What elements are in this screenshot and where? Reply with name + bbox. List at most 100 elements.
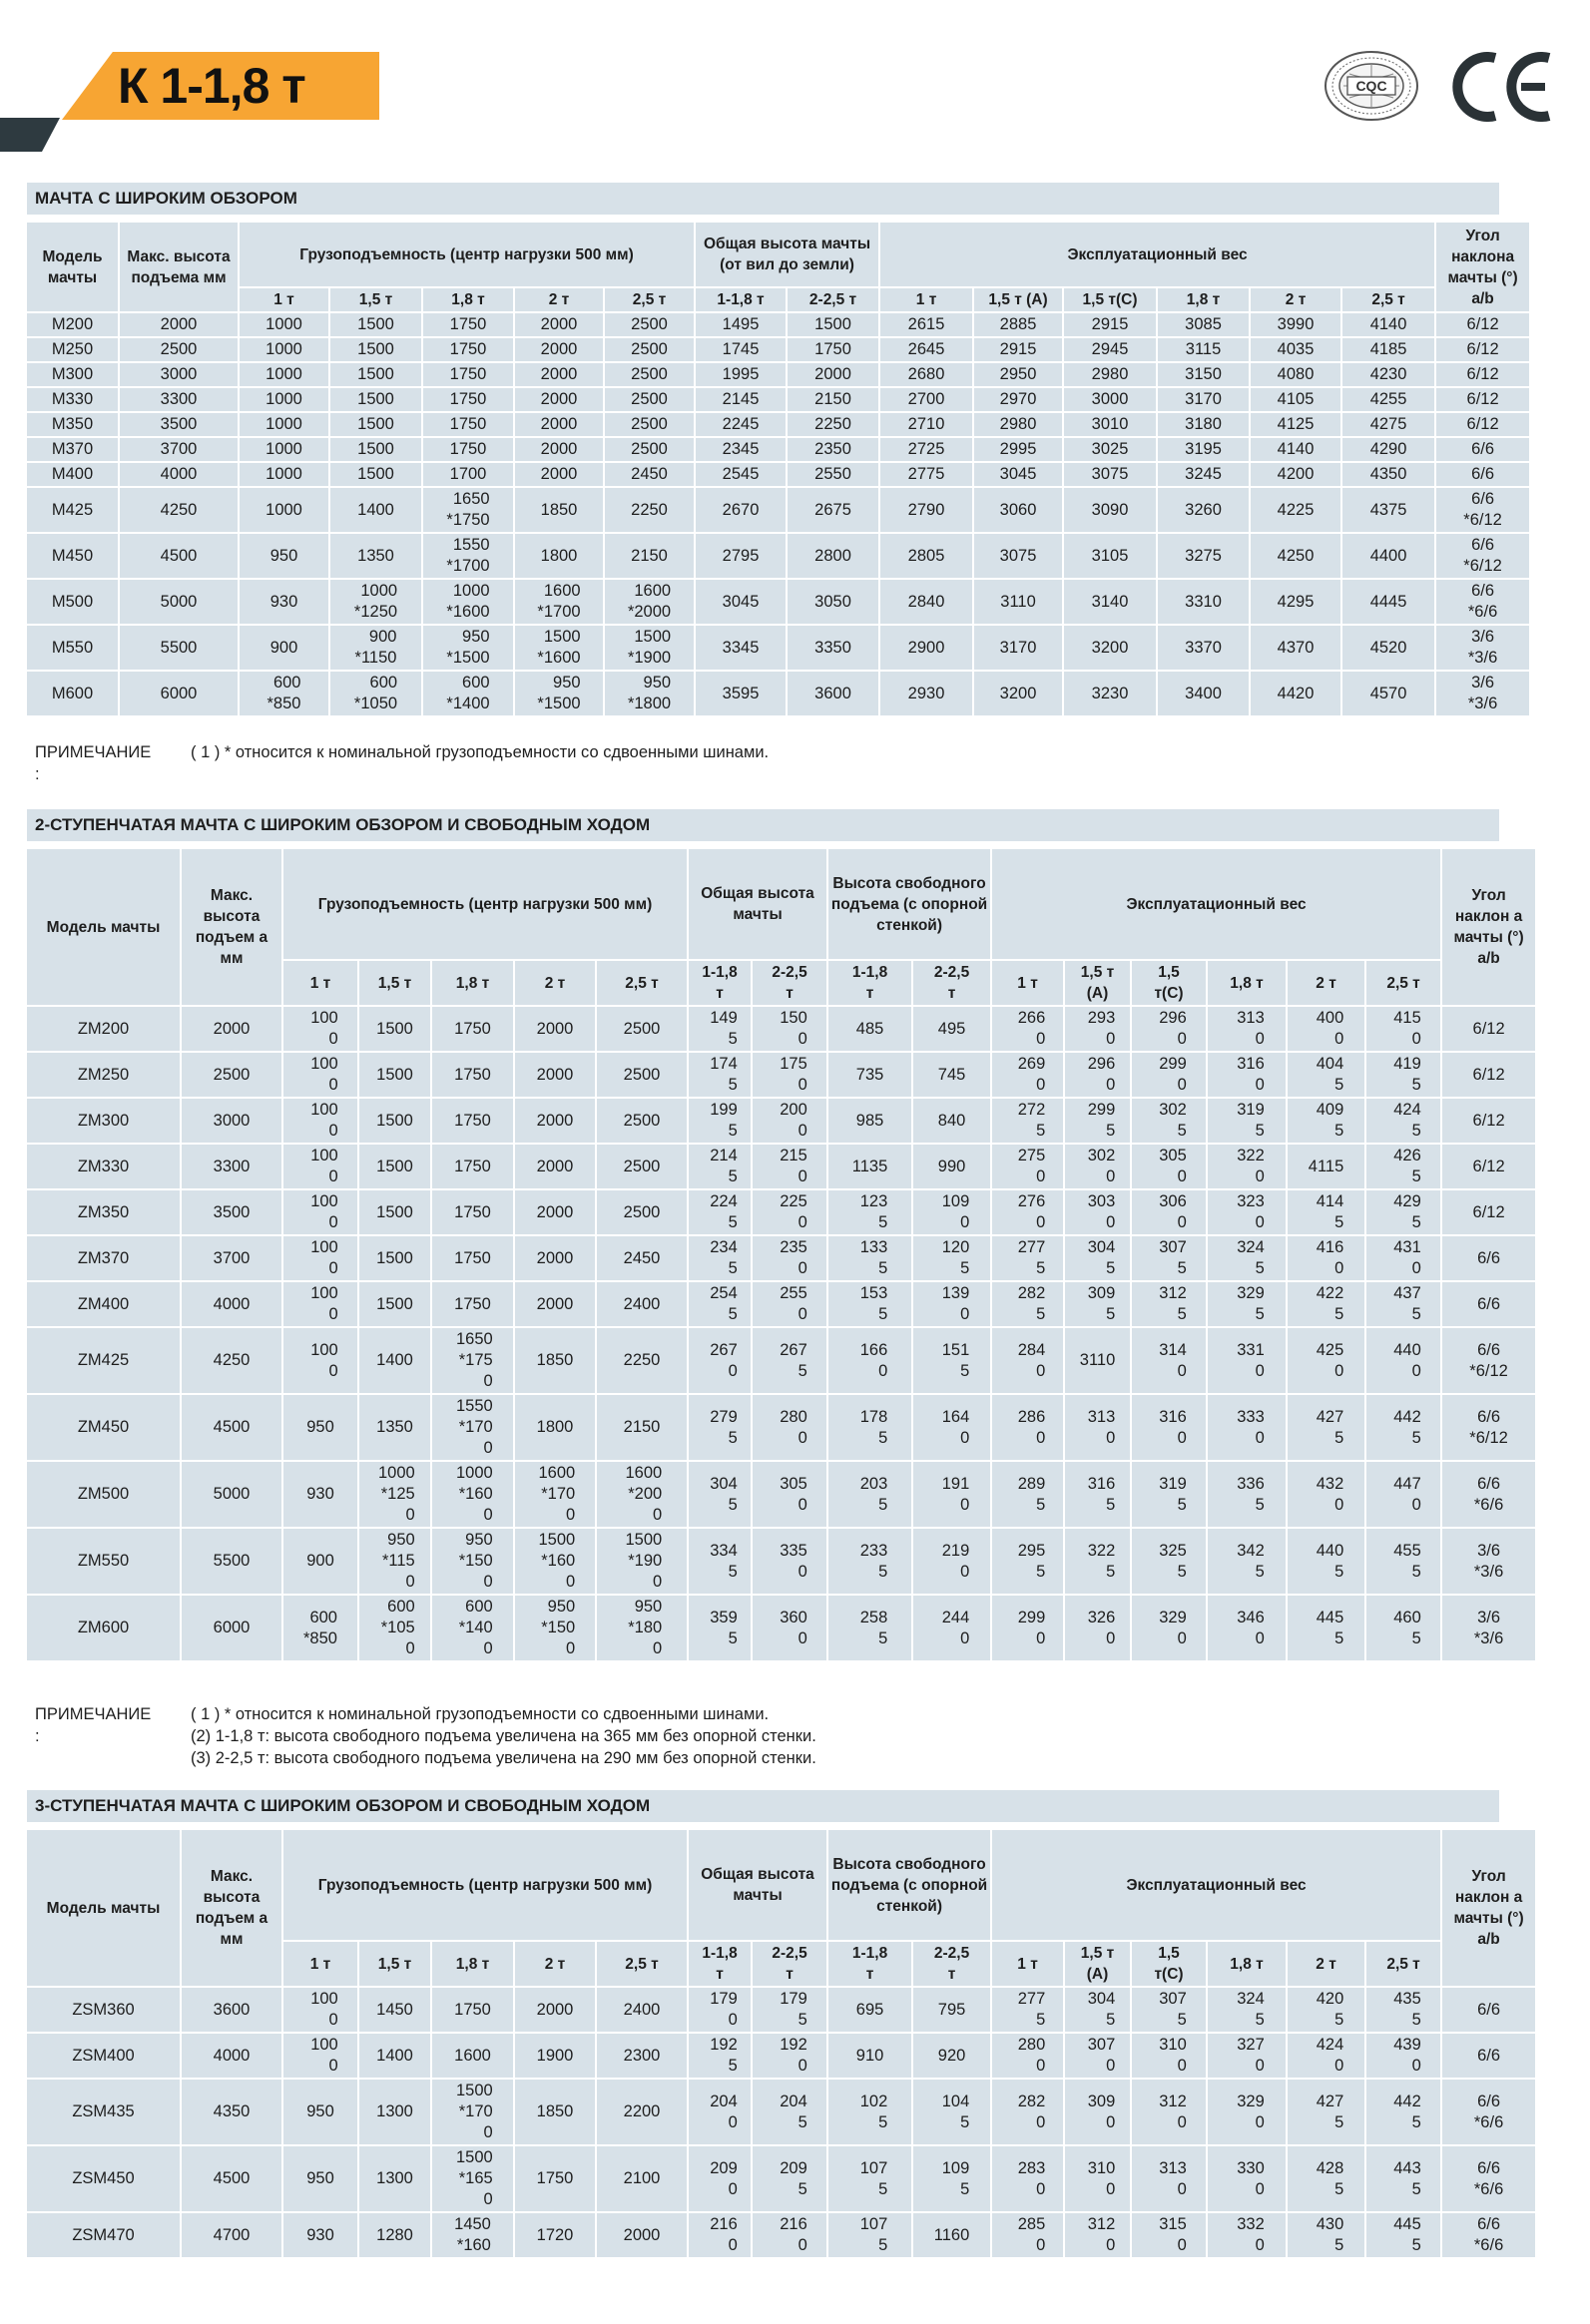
subheader-height-label: 1-1,8 т [702,1945,738,1983]
model-value: ZM425 [77,1351,130,1369]
weight-1t-value: 2820 [1017,2092,1046,2131]
subheader-capacity-label: 1,8 т [451,291,485,308]
weight-1-5t-a-value: 3030 [1087,1192,1116,1231]
cell-capacity-2-5t: 2500 [605,388,695,411]
capacity-1-5t-value: 950 *1150 [381,1531,415,1591]
cell-weight-1-5t-a: 2980 [974,413,1063,436]
overall-height-2-2-5t-value: 3600 [780,1608,807,1647]
cell-model: ZSM450 [27,2146,180,2211]
cell-free-lift-1-1-8t: 985 [828,1099,912,1143]
cell-capacity-1-8t: 1750 [432,1236,513,1280]
cell-capacity-1-5t: 1450 [359,1988,430,2032]
cell-overall-height-1-1-8t: 1495 [696,313,787,336]
cell-weight-2-5t: 4570 [1342,672,1435,715]
cell-model: M350 [27,413,118,436]
cell-model: M450 [27,534,118,578]
weight-1-8t-value: 3320 [1237,2215,1265,2254]
cell-capacity-2-5t: 2100 [597,2146,688,2211]
cell-weight-1t: 2700 [880,388,973,411]
cell-capacity-2-5t: 2500 [597,1053,688,1097]
note-colon: : [35,1727,40,1745]
cell-capacity-1t: 1000 [283,1099,357,1143]
cell-overall-height-1-1-8t: 2795 [696,534,787,578]
overall-height-2-2-5t-value: 2800 [780,1407,807,1447]
weight-1-8t-value: 3310 [1185,592,1222,611]
table-row: M350 3500 1000 1500 1750 2000 2500 2245 2250 2710… [27,413,1530,436]
weight-1-5t-c-value: 2915 [1091,315,1129,333]
tilt-angle-value: 6/12 [1466,415,1499,433]
cell-free-lift-2-2-5t: 495 [913,1007,991,1051]
note-label: ПРИМЕЧАНИЕ [35,1705,152,1723]
cell-weight-2t: 3990 [1251,313,1341,336]
title-banner [62,52,379,120]
weight-1-5t-a-value: 3120 [1087,2215,1116,2254]
weight-1-8t-value: 3170 [1185,390,1222,408]
cell-free-lift-1-1-8t: 1075 [828,2146,912,2211]
cell-capacity-1-5t: 1000 *1250 [330,580,421,624]
subheader-height-label: 1-1,8 т [702,964,738,1002]
overall-height-1-1-8t-value: 1495 [710,1009,738,1048]
tilt-angle-value: 3/6 *3/6 [1473,1541,1504,1581]
weight-2t-value: 4205 [1316,1990,1344,2029]
table-row: M400 4000 1000 1500 1700 2000 2450 2545 2550 2775… [27,463,1530,486]
tilt-angle-value: 6/6 *6/6 [1467,582,1498,621]
weight-2-5t-value: 4605 [1393,1608,1421,1647]
column-header-tilt-angle: Угол наклона мачты (°) a/b [1436,223,1530,311]
cell-max-lift-height: 5500 [182,1529,281,1594]
section-title-3-stage-mast: 3-СТУПЕНЧАТАЯ МАЧТА С ШИРОКИМ ОБЗОРОМ И … [27,1790,1499,1822]
tilt-angle-value: 6/6 *6/12 [1463,490,1502,529]
cell-overall-height-2-2-5t: 3350 [788,626,879,670]
cell-weight-2-5t: 4230 [1342,363,1435,386]
overall-height-1-1-8t-value: 1745 [710,1055,738,1094]
cell-capacity-1-8t: 1750 [423,438,513,461]
cell-capacity-1t: 900 [240,626,328,670]
free-lift-2-2-5t-value: 920 [937,2046,966,2065]
subheader-weight-label: 1,8 т [1186,291,1221,308]
weight-1-5t-c-value: 3130 [1159,2158,1187,2198]
cell-weight-1t: 2955 [992,1529,1064,1594]
subheader-weight: 1 т [880,288,973,311]
capacity-1-5t-value: 1400 [357,500,394,519]
weight-2-5t-value: 4185 [1369,340,1407,358]
capacity-1-8t-value: 600 *1400 [446,674,490,712]
cell-max-lift-height: 4700 [182,2213,281,2257]
subheader-height: 2-2,5 т [788,288,879,311]
capacity-2t-value: 1850 [536,2102,574,2120]
cell-capacity-1-5t: 1500 [359,1236,430,1280]
free-lift-2-2-5t-value: 840 [937,1111,966,1130]
cell-capacity-1-8t: 950 *1500 [432,1529,513,1594]
weight-2t-value: 4250 [1277,546,1315,565]
capacity-1-8t-value: 1750 [454,1065,491,1084]
cell-weight-2t: 4285 [1288,2146,1365,2211]
weight-2-5t-value: 4445 [1369,592,1407,611]
capacity-2-5t-value: 2500 [631,390,668,408]
weight-1-8t-value: 3310 [1237,1340,1265,1380]
cell-capacity-2-5t: 2000 [597,2213,688,2257]
cell-weight-1-8t: 3320 [1208,2213,1287,2257]
cell-weight-1t: 2775 [992,1236,1064,1280]
capacity-1t-value: 1000 [310,1147,338,1185]
capacity-2t-value: 1720 [536,2225,574,2244]
cell-capacity-1t: 930 [283,2213,357,2257]
column-header-service-weight-label: Эксплуатационный вес [1067,245,1248,263]
capacity-2-5t-value: 2500 [631,365,668,383]
weight-1-5t-a-value: 3045 [999,465,1037,483]
table-row: ZM425 4250 1000 1400 1650 *1750 1850 2250 2670 2… [27,1328,1536,1393]
capacity-1t-value: 1000 [265,415,302,433]
cell-free-lift-2-2-5t: 1910 [913,1462,991,1527]
free-lift-1-1-8t-value: 1135 [851,1157,888,1175]
weight-2t-value: 4225 [1316,1284,1344,1323]
cell-free-lift-2-2-5t: 1095 [913,2146,991,2211]
cell-overall-height-1-1-8t: 1745 [696,338,787,361]
cell-capacity-2t: 2000 [515,388,603,411]
weight-2t-value: 4370 [1277,638,1315,657]
weight-1-8t-value: 3245 [1185,465,1222,483]
overall-height-2-2-5t-value: 2250 [814,415,851,433]
cell-tilt-angle: 6/12 [1436,313,1530,336]
capacity-1-8t-value: 1450 *160 [454,2215,491,2254]
subheader-height-label: 2-2,5 т [808,291,857,308]
cell-capacity-2t: 1750 [515,2146,595,2211]
tilt-angle-value: 6/12 [1472,1019,1505,1038]
table-row: ZM200 2000 1000 1500 1750 2000 2500 1495 1500 485… [27,1007,1536,1051]
cell-weight-1-5t-a: 3225 [1065,1529,1131,1594]
